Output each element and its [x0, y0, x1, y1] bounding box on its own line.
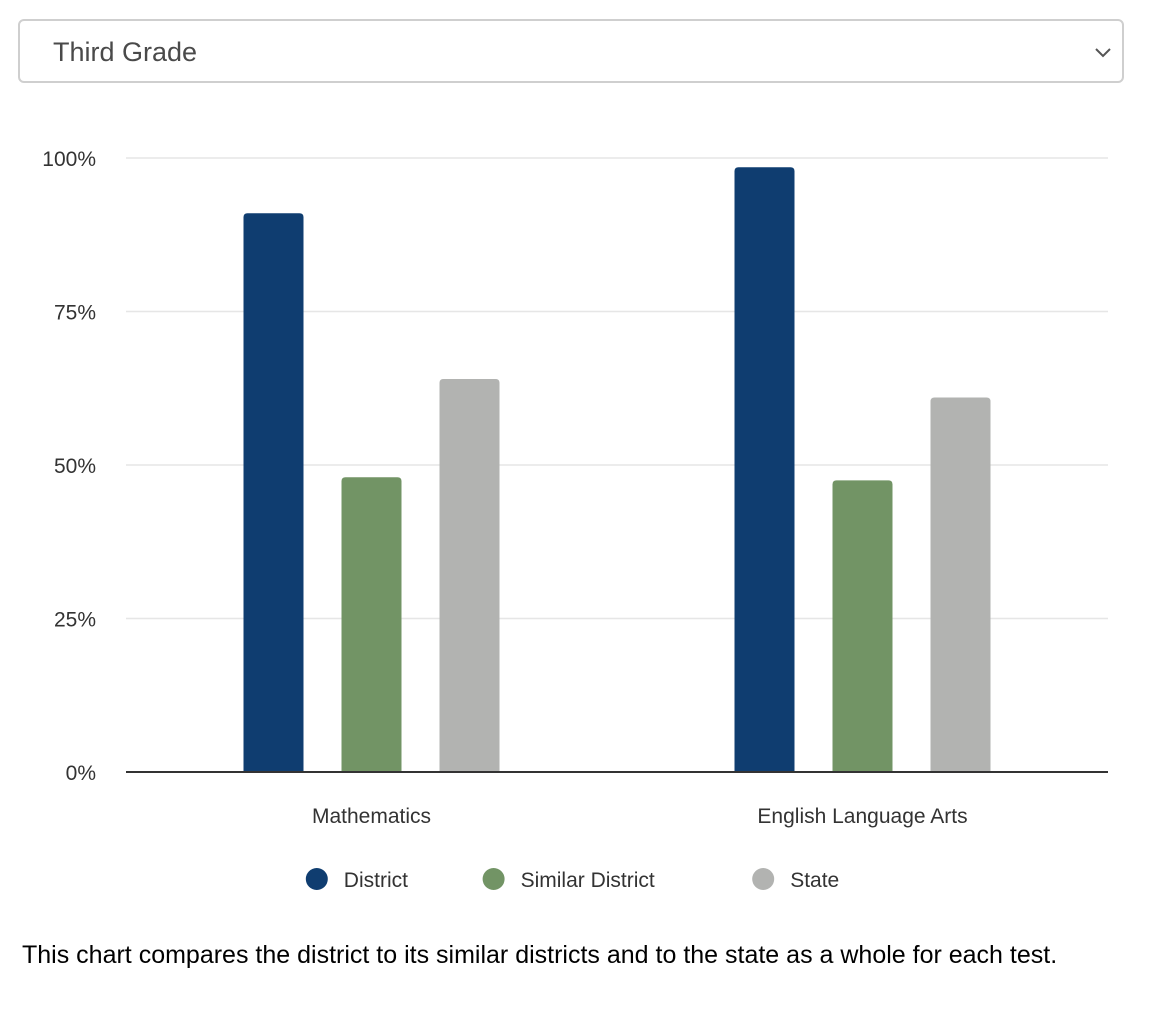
- legend-marker: [482, 868, 505, 890]
- bar-district: [243, 213, 304, 772]
- y-tick-label: 0%: [66, 762, 96, 785]
- y-tick-label: 75%: [54, 302, 96, 325]
- chevron-down-icon: [1095, 48, 1111, 58]
- y-tick-label: 25%: [54, 609, 96, 632]
- grade-select-value: Third Grade: [53, 37, 198, 67]
- legend-label: State: [790, 869, 839, 892]
- bar-district: [734, 167, 795, 772]
- bar-state: [439, 379, 500, 772]
- bar-similar-district: [832, 480, 893, 772]
- y-tick-label: 100%: [42, 148, 96, 171]
- bar-chart: 0% 25% 50% 75% 100% Mathematics English Langua…: [42, 148, 1108, 892]
- legend-label: Similar District: [521, 869, 655, 892]
- grade-select[interactable]: Third Grade: [18, 19, 1124, 83]
- bar-similar-district: [341, 477, 402, 772]
- x-tick-label: English Language Arts: [757, 805, 967, 828]
- y-tick-label: 50%: [54, 455, 96, 478]
- x-tick-label: Mathematics: [312, 805, 431, 828]
- legend-label: District: [344, 869, 408, 892]
- bar-state: [930, 397, 991, 772]
- legend-marker: [305, 868, 328, 890]
- chart-caption: This chart compares the district to its …: [22, 941, 1058, 969]
- legend-marker: [752, 868, 775, 890]
